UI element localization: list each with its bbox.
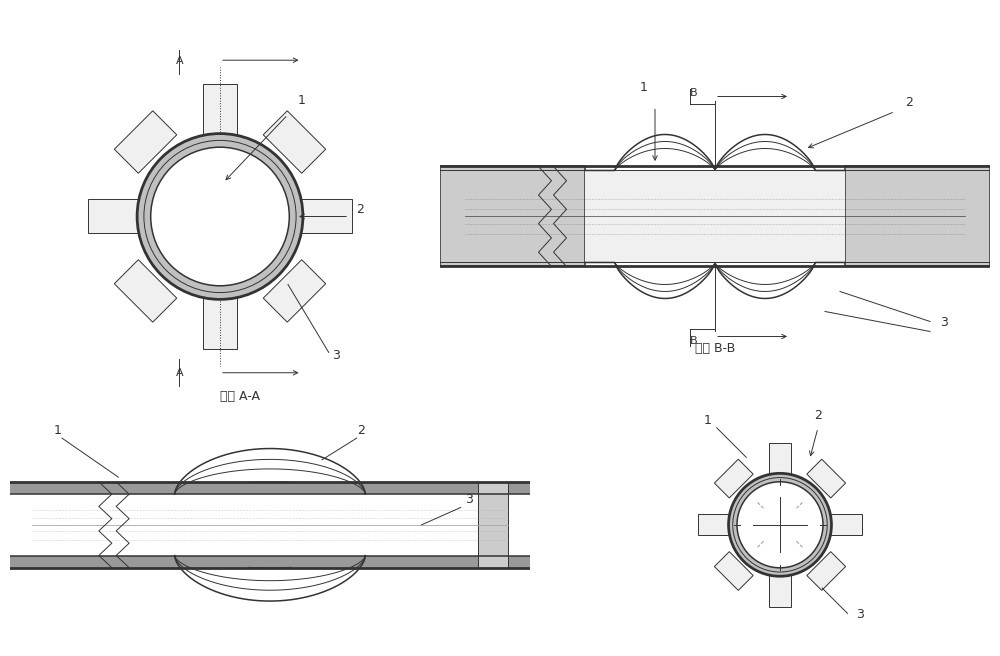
Circle shape [737,482,823,568]
Text: 2: 2 [356,203,364,216]
Polygon shape [714,459,753,498]
Text: 2: 2 [814,409,822,422]
Polygon shape [203,84,237,138]
Circle shape [729,474,831,576]
Text: 1: 1 [640,81,648,94]
Circle shape [151,147,289,286]
Polygon shape [585,171,845,262]
Polygon shape [10,556,530,567]
Text: 1: 1 [298,94,306,108]
Text: 3: 3 [465,493,473,506]
Text: B: B [690,336,698,346]
Polygon shape [807,459,846,498]
Text: 2: 2 [357,424,365,437]
Polygon shape [440,167,585,266]
Text: B: B [690,89,698,98]
Polygon shape [263,260,326,322]
Circle shape [137,134,303,299]
Polygon shape [10,482,530,494]
Polygon shape [698,514,732,535]
Text: 剪面 A-A: 剪面 A-A [220,390,260,403]
Text: 剪面 B-B: 剪面 B-B [695,342,735,356]
Polygon shape [828,514,862,535]
Polygon shape [263,111,326,173]
Polygon shape [807,552,846,590]
Text: 3: 3 [856,607,864,621]
Polygon shape [769,573,791,607]
Text: A: A [175,56,183,66]
Text: 2: 2 [905,96,913,110]
Polygon shape [478,482,508,567]
Polygon shape [114,260,177,322]
Text: 3: 3 [940,316,948,329]
Polygon shape [769,443,791,476]
Polygon shape [88,199,142,234]
Polygon shape [203,295,237,349]
Text: 3: 3 [332,349,340,362]
Text: 1: 1 [53,424,61,437]
Text: A: A [175,368,183,378]
Polygon shape [298,199,352,234]
Text: 1: 1 [704,413,712,426]
Polygon shape [10,494,530,556]
Polygon shape [845,167,990,266]
Polygon shape [714,552,753,590]
Polygon shape [114,111,177,173]
